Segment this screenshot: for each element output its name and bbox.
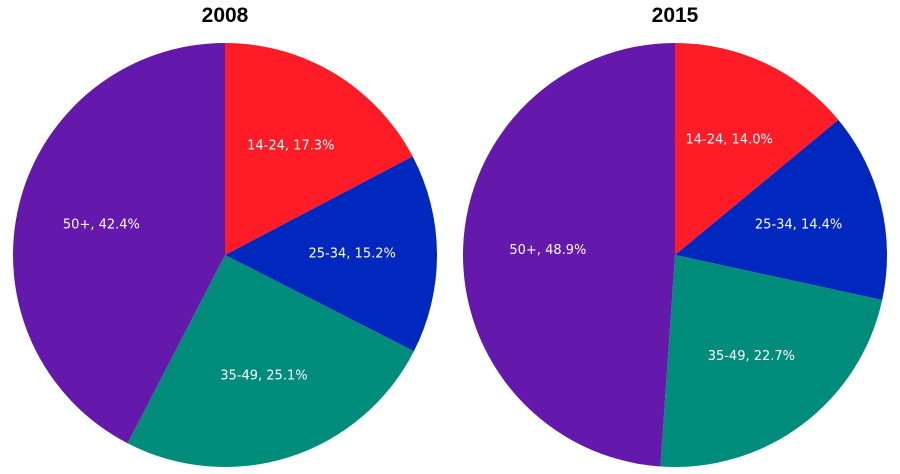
slice-label: 50+, 48.9% [509,243,586,258]
slice-label: 14-24, 17.3% [247,139,334,154]
slice-label: 50+, 42.4% [63,217,140,232]
slice-label: 25-34, 15.2% [309,247,396,262]
slice-label: 35-49, 22.7% [708,349,795,364]
pie-slice-50-plus [462,43,675,467]
pie-chart-2008: 2008 14-24, 17.3% 25-34, 15.2% 35-49, 25.1… [13,4,437,468]
slice-label: 14-24, 14.0% [685,132,772,147]
pie-slice-14-24 [675,43,839,255]
pie-slice-25-34 [225,156,437,352]
pie-2008: 14-24, 17.3% 25-34, 15.2% 35-49, 25.1% 50+,… [13,43,437,468]
pie-chart-2015: 2015 14-24, 14.0% 25-34, 14.4% 35-49, 22.7… [450,0,900,474]
pie-2015: 14-24, 14.0% 25-34, 14.4% 35-49, 22.7% 50+,… [462,43,887,468]
chart-title: 2015 [651,4,699,27]
pie-slice-50-plus [13,43,225,444]
pie-slice-25-34 [675,119,887,300]
pie-slice-14-24 [225,43,413,255]
slice-label: 25-34, 14.4% [755,217,842,232]
pie-slice-35-49 [127,255,414,468]
pie-slice-35-49 [660,255,883,468]
chart-title: 2008 [201,4,249,27]
slice-label: 35-49, 25.1% [220,369,307,384]
